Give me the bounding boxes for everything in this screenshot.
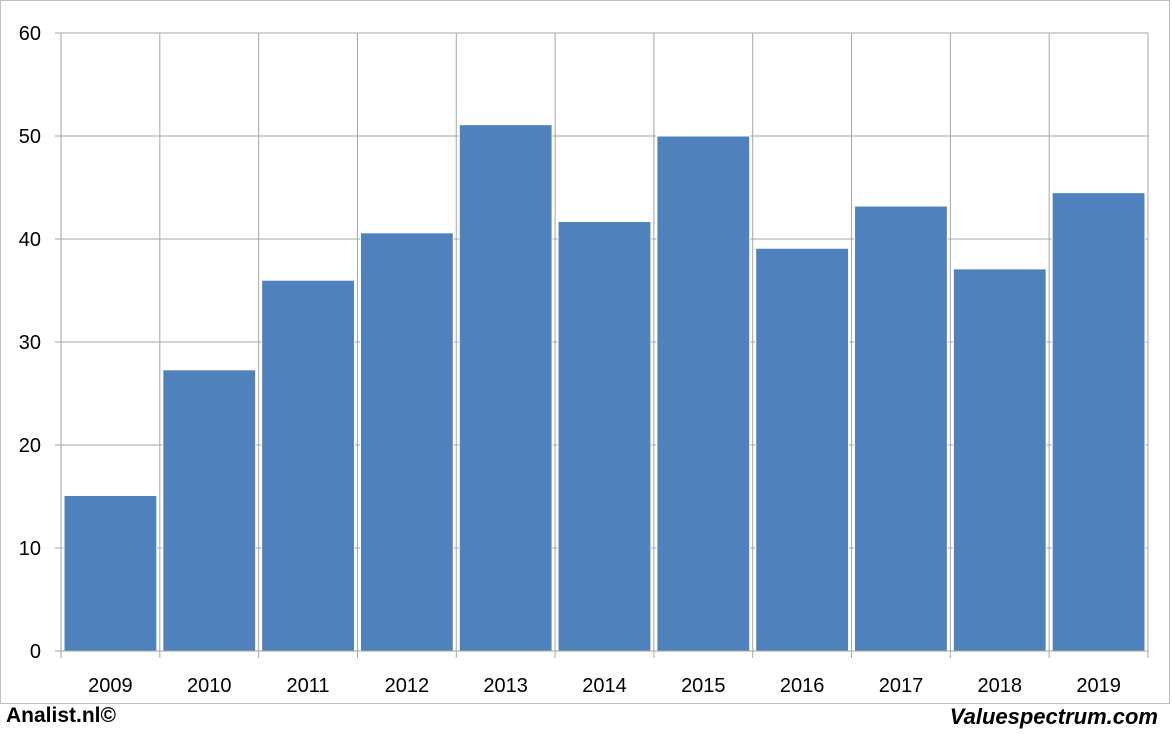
y-tick-label: 20 — [19, 435, 41, 457]
bar-2009 — [63, 494, 158, 652]
y-tick-label: 40 — [19, 229, 41, 251]
x-tick-label: 2012 — [385, 675, 430, 697]
bar-2015 — [656, 135, 751, 652]
footer-brand-right: Valuespectrum.com — [949, 704, 1158, 729]
x-tick-label: 2019 — [1076, 675, 1121, 697]
y-tick-label: 30 — [19, 332, 41, 354]
x-tick-label: 2009 — [88, 675, 133, 697]
x-tick-label: 2018 — [978, 675, 1023, 697]
bar-2016 — [755, 247, 850, 652]
bar-2018 — [952, 268, 1047, 652]
bar-2014 — [557, 220, 652, 652]
x-tick-label: 2011 — [287, 675, 330, 697]
bar-2017 — [854, 205, 948, 652]
x-tick-label: 2014 — [582, 675, 627, 697]
bar-2013 — [458, 124, 553, 652]
y-tick-label: 50 — [19, 126, 41, 148]
y-tick-label: 0 — [30, 641, 41, 663]
bar-2019 — [1051, 192, 1146, 652]
x-tick-label: 2013 — [483, 675, 528, 697]
bar-2010 — [162, 369, 257, 652]
footer-brand-left: Analist.nl© — [6, 704, 116, 727]
x-tick-label: 2016 — [780, 675, 825, 697]
x-tick-label: 2010 — [187, 675, 232, 697]
x-tick-label: 2017 — [879, 675, 924, 697]
y-tick-label: 10 — [19, 538, 41, 560]
y-tick-label: 60 — [19, 23, 41, 45]
x-tick-label: 2015 — [681, 675, 726, 697]
bar-2011 — [261, 279, 355, 652]
bar-2012 — [359, 232, 454, 652]
bar-chart: 0 10 20 30 40 50 60 2009 2010 2011 2012 2013 2014 201… — [19, 23, 1149, 697]
